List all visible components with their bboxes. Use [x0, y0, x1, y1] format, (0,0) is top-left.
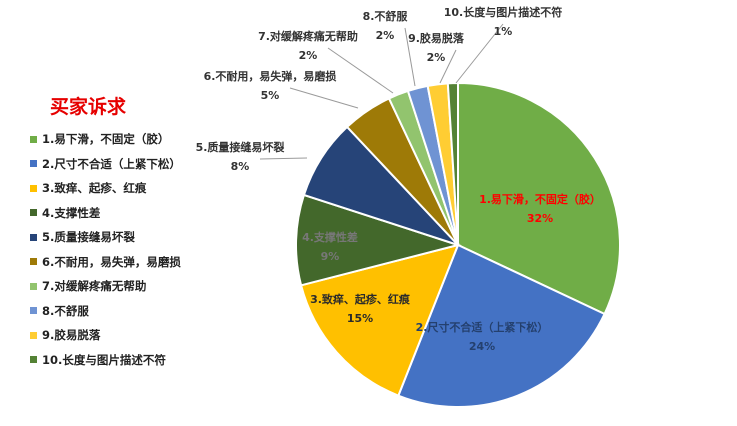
data-label-percent: 15% — [347, 312, 373, 325]
data-label-percent: 5% — [261, 89, 280, 102]
data-label-category: 6.不耐用，易失弹，易磨损 — [204, 69, 337, 83]
legend-swatch — [30, 258, 37, 266]
pie-slice-2 — [397, 243, 606, 408]
data-label-percent: 2% — [299, 49, 318, 62]
leader-line-7 — [327, 47, 394, 94]
legend-item-8: 8.不舒服 — [30, 299, 181, 324]
legend-label: 4.支撑性差 — [42, 205, 101, 220]
legend-item-7: 7.对缓解疼痛无帮助 — [30, 274, 181, 299]
data-label-category: 3.致痒、起疹、红痕 — [310, 292, 411, 306]
legend-swatch — [30, 184, 37, 192]
legend-label: 5.质量接缝易坏裂 — [42, 230, 135, 245]
pie-slice-4 — [295, 193, 462, 287]
pie-slice-10 — [446, 81, 459, 246]
leader-line-6 — [289, 87, 359, 109]
data-label-2: 2.尺寸不合适（上紧下松） 24% — [416, 320, 549, 353]
legend-item-9: 9.胶易脱落 — [30, 323, 181, 348]
legend-swatch — [30, 209, 37, 217]
data-label-10: 10.长度与图片描述不符 1% — [444, 5, 563, 38]
leader-line-9 — [439, 49, 457, 84]
pie-slice-3 — [299, 243, 460, 397]
legend-label: 2.尺寸不合适（上紧下松） — [42, 156, 181, 171]
data-label-percent: 32% — [527, 212, 553, 225]
leader-line-5 — [259, 157, 308, 160]
leader-line-8 — [404, 27, 416, 87]
data-label-8: 8.不舒服 2% — [363, 9, 409, 42]
legend-swatch — [30, 331, 37, 339]
leader-line-10 — [455, 23, 504, 84]
legend-label: 6.不耐用，易失弹，易磨损 — [42, 254, 181, 269]
legend-item-2: 2.尺寸不合适（上紧下松） — [30, 152, 181, 177]
data-label-category: 8.不舒服 — [363, 9, 409, 23]
legend-label: 7.对缓解疼痛无帮助 — [42, 279, 147, 294]
data-label-category: 1.易下滑，不固定（胶） — [479, 192, 601, 206]
legend-item-10: 10.长度与图片描述不符 — [30, 348, 181, 373]
data-label-category: 7.对缓解疼痛无帮助 — [258, 29, 358, 43]
pie-slice-1 — [457, 81, 621, 316]
data-label-percent: 24% — [469, 340, 495, 353]
data-label-percent: 9% — [321, 250, 340, 263]
data-label-percent: 2% — [427, 51, 446, 64]
data-label-percent: 8% — [231, 160, 250, 173]
data-label-1: 1.易下滑，不固定（胶） 32% — [479, 192, 601, 225]
legend-item-1: 1.易下滑，不固定（胶） — [30, 127, 181, 152]
data-label-7: 7.对缓解疼痛无帮助 2% — [258, 29, 358, 62]
legend-swatch — [30, 135, 37, 143]
chart-title: 买家诉求 — [50, 96, 127, 118]
legend: 1.易下滑，不固定（胶） 2.尺寸不合适（上紧下松） 3.致痒、起疹、红痕 4.… — [30, 127, 181, 372]
legend-swatch — [30, 233, 37, 241]
legend-swatch — [30, 307, 37, 315]
data-label-category: 4.支撑性差 — [302, 230, 358, 244]
data-label-3: 3.致痒、起疹、红痕 15% — [310, 292, 411, 325]
legend-swatch — [30, 282, 37, 290]
legend-item-6: 6.不耐用，易失弹，易磨损 — [30, 250, 181, 275]
legend-label: 10.长度与图片描述不符 — [42, 352, 166, 367]
data-label-percent: 1% — [494, 25, 513, 38]
data-label-6: 6.不耐用，易失弹，易磨损 5% — [204, 69, 337, 102]
legend-item-4: 4.支撑性差 — [30, 201, 181, 226]
data-label-category: 9.胶易脱落 — [408, 31, 465, 45]
legend-swatch — [30, 356, 37, 364]
legend-item-3: 3.致痒、起疹、红痕 — [30, 176, 181, 201]
legend-swatch — [30, 160, 37, 168]
legend-label: 8.不舒服 — [42, 303, 89, 318]
data-label-category: 2.尺寸不合适（上紧下松） — [416, 320, 549, 334]
data-label-4: 4.支撑性差 9% — [302, 230, 358, 263]
data-label-percent: 2% — [376, 29, 395, 42]
legend-item-5: 5.质量接缝易坏裂 — [30, 225, 181, 250]
data-label-5: 5.质量接缝易坏裂 8% — [196, 140, 285, 173]
legend-label: 3.致痒、起疹、红痕 — [42, 181, 147, 196]
data-label-category: 10.长度与图片描述不符 — [444, 5, 563, 19]
data-label-9: 9.胶易脱落 2% — [408, 31, 465, 64]
legend-label: 1.易下滑，不固定（胶） — [42, 132, 170, 147]
legend-label: 9.胶易脱落 — [42, 328, 101, 343]
data-label-category: 5.质量接缝易坏裂 — [196, 140, 285, 154]
